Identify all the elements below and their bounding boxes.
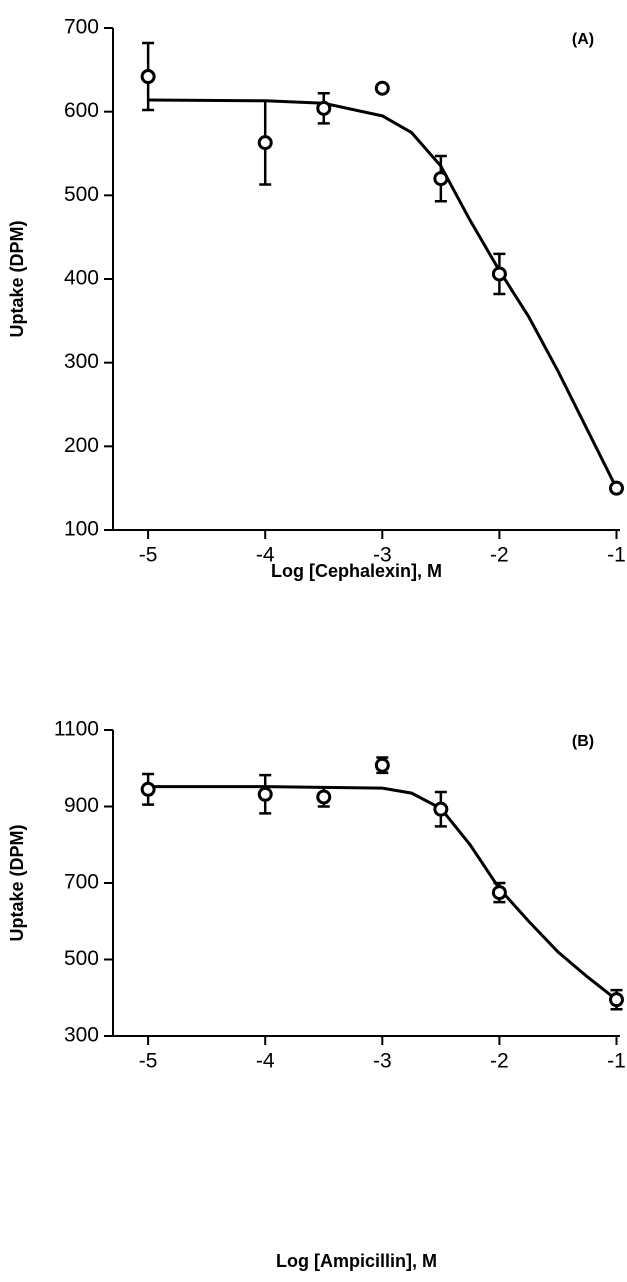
data-point: [257, 786, 273, 802]
data-point: [140, 69, 156, 85]
x-tick-label: -4: [256, 1050, 275, 1073]
y-tick-label: 500: [64, 947, 99, 970]
y-tick-label: 300: [64, 1024, 99, 1047]
y-tick-label: 900: [64, 794, 99, 817]
data-point: [608, 992, 624, 1008]
y-tick-label: 300: [64, 350, 99, 373]
y-tick-label: 600: [64, 99, 99, 122]
x-axis-label: Log [Cephalexin], M: [271, 561, 442, 581]
data-point: [374, 757, 390, 773]
data-point: [257, 135, 273, 151]
data-point: [433, 171, 449, 187]
y-tick-label: 100: [64, 518, 99, 541]
x-tick-label: -1: [607, 1050, 626, 1073]
data-point: [433, 801, 449, 817]
y-tick-label: 400: [64, 267, 99, 290]
data-point: [608, 480, 624, 496]
x-tick-label: -1: [607, 544, 626, 567]
data-point: [140, 781, 156, 797]
y-tick-label: 200: [64, 434, 99, 457]
x-tick-label: -5: [139, 544, 158, 567]
data-point: [491, 266, 507, 282]
data-point: [491, 885, 507, 901]
fit-curve: [148, 785, 618, 1001]
y-tick-label: 700: [64, 16, 99, 39]
x-tick-label: -5: [139, 1050, 158, 1073]
data-point: [374, 80, 390, 96]
x-axis-label: Log [Ampicillin], M: [276, 1251, 437, 1271]
fit-curve: [148, 98, 618, 489]
y-axis-label: Uptake (DPM): [7, 824, 27, 941]
y-tick-label: 700: [64, 871, 99, 894]
data-point: [316, 789, 332, 805]
y-tick-label: 1100: [54, 718, 99, 741]
panel-title: (A): [572, 31, 594, 48]
panel-title: (B): [572, 733, 594, 750]
x-tick-label: -2: [490, 544, 509, 567]
x-tick-label: -4: [256, 544, 275, 567]
x-tick-label: -3: [373, 544, 392, 567]
y-tick-label: 500: [64, 183, 99, 206]
data-point: [316, 100, 332, 116]
y-axis-label: Uptake (DPM): [7, 220, 27, 337]
x-tick-label: -2: [490, 1050, 509, 1073]
x-tick-label: -3: [373, 1050, 392, 1073]
